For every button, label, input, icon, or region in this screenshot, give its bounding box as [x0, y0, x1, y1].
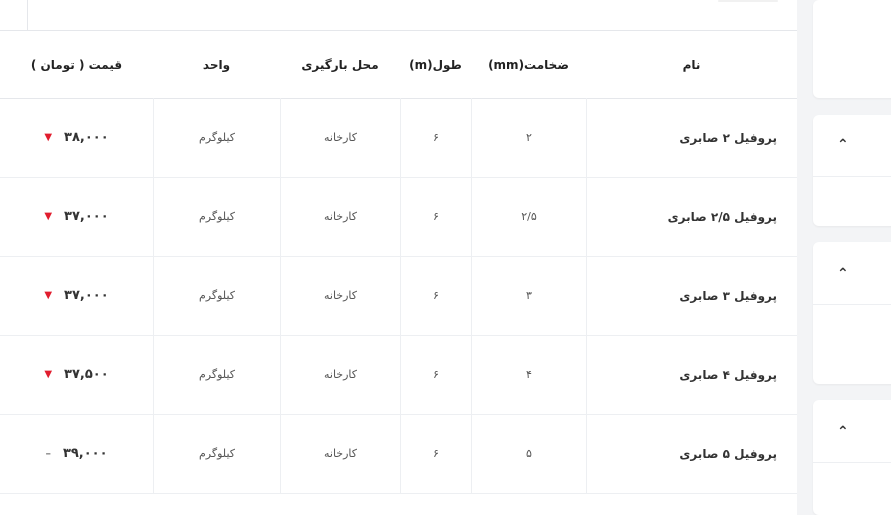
- cell-unit: کیلوگرم: [153, 98, 280, 177]
- cell-location: کارخانه: [280, 335, 400, 414]
- cell-location: کارخانه: [280, 414, 400, 493]
- cell-length: ۶: [400, 177, 471, 256]
- trend-down-icon: ▼: [44, 211, 53, 222]
- cell-price: ▼ ۳۷,۰۰۰: [0, 256, 153, 335]
- cell-thickness: ۵: [471, 414, 586, 493]
- trend-flat-icon: –: [45, 447, 51, 460]
- cell-name: پروفیل ۲ صابری: [586, 98, 797, 177]
- cell-length: ۶: [400, 335, 471, 414]
- cell-length: ۶: [400, 414, 471, 493]
- price-value: ۳۷,۵۰۰: [64, 367, 109, 382]
- cell-thickness: ۳: [471, 256, 586, 335]
- table-row[interactable]: پروفیل ۳ صابری ۳ ۶ کارخانه کیلوگرم ▼ ۳۷,۰۰۰: [0, 256, 797, 336]
- cell-location: کارخانه: [280, 98, 400, 177]
- cell-name: پروفیل ۲/۵ صابری: [586, 177, 797, 256]
- header-name[interactable]: نام: [586, 31, 797, 99]
- cell-length: ۶: [400, 256, 471, 335]
- divider: [27, 0, 28, 30]
- sidebar-card: ⌃: [813, 242, 891, 384]
- cell-price: ▼ ۳۷,۰۰۰: [0, 177, 153, 256]
- chevron-up-icon[interactable]: ⌃: [837, 424, 849, 440]
- cell-price: ▼ ۳۷,۵۰۰: [0, 335, 153, 414]
- cell-thickness: ۲: [471, 98, 586, 177]
- price-table-panel: نام ضخامت(mm) طول(m) محل بارگیری واحد قی…: [0, 0, 797, 515]
- divider: [813, 176, 891, 177]
- price-value: ۳۹,۰۰۰: [62, 446, 108, 461]
- header-price[interactable]: قیمت ( تومان ): [0, 31, 153, 99]
- divider: [813, 462, 891, 463]
- cell-location: کارخانه: [280, 256, 400, 335]
- header-location[interactable]: محل بارگیری: [280, 31, 400, 99]
- cell-length: ۶: [400, 98, 471, 177]
- trend-down-icon: ▼: [44, 132, 53, 143]
- cell-name: پروفیل ۵ صابری: [586, 414, 797, 493]
- price-value: ۳۷,۰۰۰: [64, 209, 109, 224]
- cell-price: –۳۹,۰۰۰: [0, 414, 153, 493]
- table-row[interactable]: پروفیل ۴ صابری ۴ ۶ کارخانه کیلوگرم ▼ ۳۷,۵۰۰: [0, 335, 797, 415]
- header-length[interactable]: طول(m): [400, 31, 471, 99]
- cell-unit: کیلوگرم: [153, 335, 280, 414]
- cell-name: پروفیل ۳ صابری: [586, 256, 797, 335]
- cell-price: ▼ ۳۸,۰۰۰: [0, 98, 153, 177]
- chevron-up-icon[interactable]: ⌃: [837, 266, 849, 282]
- cell-location: کارخانه: [280, 177, 400, 256]
- price-value: ۳۷,۰۰۰: [64, 288, 109, 303]
- sidebar-card: ⌃: [813, 115, 891, 226]
- price-value: ۳۸,۰۰۰: [64, 130, 109, 145]
- header-unit[interactable]: واحد: [153, 31, 280, 99]
- cell-thickness: ۲/۵: [471, 177, 586, 256]
- cell-unit: کیلوگرم: [153, 256, 280, 335]
- cell-unit: کیلوگرم: [153, 414, 280, 493]
- trend-down-icon: ▼: [44, 290, 53, 301]
- cell-unit: کیلوگرم: [153, 177, 280, 256]
- sidebar-card: [813, 0, 891, 98]
- divider: [813, 304, 891, 305]
- table-toolbar: [0, 0, 797, 31]
- cell-name: پروفیل ۴ صابری: [586, 335, 797, 414]
- table-row[interactable]: پروفیل ۲/۵ صابری ۲/۵ ۶ کارخانه کیلوگرم ▼ ۳۷,۰۰…: [0, 177, 797, 257]
- cell-thickness: ۴: [471, 335, 586, 414]
- sidebar-card: ⌃: [813, 400, 891, 515]
- table-row[interactable]: پروفیل ۵ صابری ۵ ۶ کارخانه کیلوگرم –۳۹,۰۰۰: [0, 414, 797, 494]
- toolbar-control[interactable]: [718, 0, 778, 2]
- table-row[interactable]: پروفیل ۲ صابری ۲ ۶ کارخانه کیلوگرم ▼ ۳۸,۰۰۰: [0, 98, 797, 178]
- header-thickness[interactable]: ضخامت(mm): [471, 31, 586, 99]
- trend-down-icon: ▼: [44, 369, 53, 380]
- chevron-up-icon[interactable]: ⌃: [837, 137, 849, 153]
